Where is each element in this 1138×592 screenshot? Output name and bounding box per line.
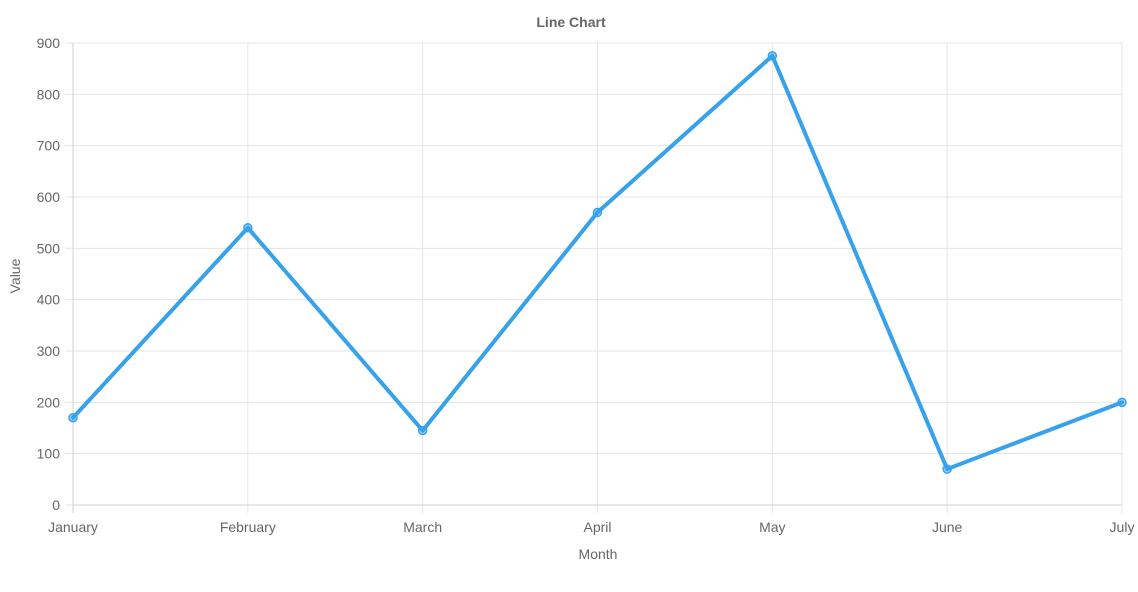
y-axis-title: Value bbox=[7, 258, 23, 293]
y-tick-label: 900 bbox=[37, 35, 61, 51]
y-tick-label: 400 bbox=[37, 292, 61, 308]
y-tick-label: 100 bbox=[37, 446, 61, 462]
series-0-point-july bbox=[1117, 397, 1127, 408]
x-axis-tick-labels: January February March April May June July bbox=[48, 519, 1134, 535]
x-axis-title: Month bbox=[579, 546, 618, 562]
x-tick-label: March bbox=[403, 519, 442, 535]
x-tick-label: May bbox=[759, 519, 785, 535]
y-tick-label: 600 bbox=[37, 189, 61, 205]
x-tick-label: January bbox=[48, 519, 98, 535]
y-tick-label: 0 bbox=[52, 497, 60, 513]
x-tick-label: April bbox=[583, 519, 611, 535]
chart-title: Line Chart bbox=[536, 14, 606, 30]
x-tick-label: June bbox=[932, 519, 963, 535]
series-layer bbox=[68, 51, 1127, 474]
y-tick-label: 700 bbox=[37, 138, 61, 154]
series-0-point-april bbox=[592, 207, 603, 218]
y-axis-tick-labels: 0 100 200 300 400 500 600 700 800 900 bbox=[37, 35, 61, 513]
y-tick-label: 200 bbox=[37, 394, 61, 410]
series-0-point-january bbox=[68, 412, 78, 423]
x-tick-label: July bbox=[1110, 519, 1135, 535]
series-0-point-may bbox=[767, 51, 778, 61]
y-tick-label: 300 bbox=[37, 343, 61, 359]
series-0-point-june bbox=[942, 464, 952, 474]
series-0-point-february bbox=[243, 223, 253, 233]
x-tick-label: February bbox=[220, 519, 276, 535]
y-tick-label: 500 bbox=[37, 240, 61, 256]
y-tick-label: 800 bbox=[37, 86, 61, 102]
grid-layer bbox=[65, 42, 1123, 513]
series-0-point-march bbox=[417, 425, 428, 436]
axis-layer bbox=[72, 43, 1122, 513]
